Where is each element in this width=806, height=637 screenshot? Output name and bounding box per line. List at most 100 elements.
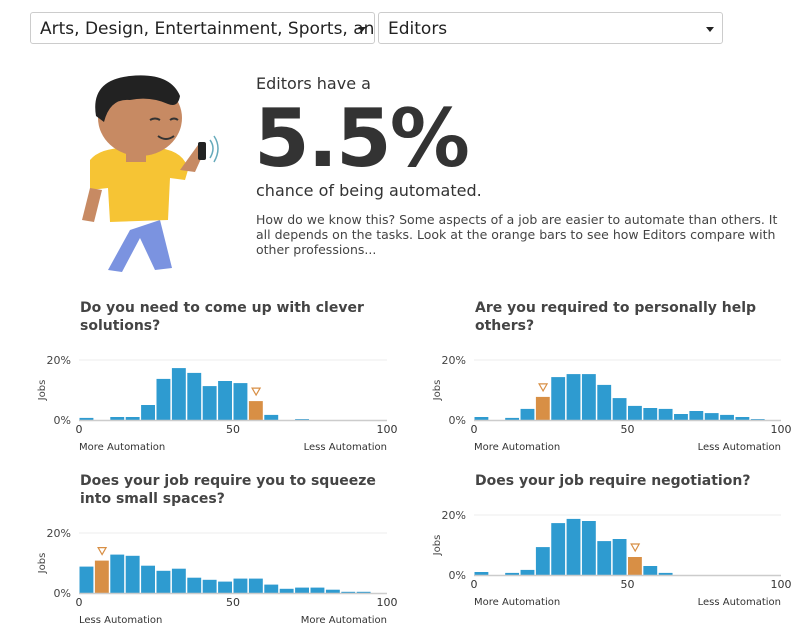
bar (474, 572, 489, 575)
bar (141, 405, 155, 420)
bar (110, 554, 125, 593)
x-tick-label: 0 (471, 578, 478, 591)
bar (612, 398, 627, 420)
y-tick-label: 0% (54, 414, 71, 427)
bar (295, 587, 309, 593)
x-tick-label: 100 (377, 596, 398, 609)
y-tick-label: 20% (442, 354, 466, 367)
chevron-down-icon (706, 27, 714, 32)
bar (233, 383, 248, 420)
x-tick-label: 50 (621, 578, 635, 591)
bar (141, 565, 155, 593)
y-tick-label: 20% (47, 527, 71, 540)
highlight-bar (535, 396, 550, 420)
bar (341, 591, 356, 593)
y-tick-label: 0% (449, 414, 466, 427)
occupation-select[interactable]: Editors (378, 12, 723, 44)
y-tick-label: 20% (442, 509, 466, 522)
y-tick-label: 20% (47, 354, 71, 367)
bar (597, 541, 612, 575)
left-axis-label: Less Automation (79, 615, 162, 626)
category-select[interactable]: Arts, Design, Entertainment, Sports, and… (30, 12, 375, 44)
bar (505, 572, 520, 575)
bar (581, 374, 596, 420)
bar (187, 372, 202, 420)
chart-title: Are you required to personally help othe… (475, 300, 757, 334)
bar (218, 581, 232, 593)
bar (689, 411, 704, 420)
bar (233, 578, 248, 593)
bar (658, 408, 673, 420)
bar (520, 408, 535, 420)
y-axis-label: Jobs (432, 535, 443, 557)
left-axis-label: More Automation (474, 597, 560, 608)
triangle-marker-icon (97, 547, 108, 556)
bar (474, 417, 489, 420)
y-axis-label: Jobs (432, 380, 443, 402)
right-axis-label: Less Automation (698, 442, 781, 453)
y-axis-label: Jobs (37, 380, 48, 402)
x-tick-label: 0 (76, 423, 83, 436)
bar (356, 591, 371, 593)
bar (264, 414, 279, 420)
headline-intro: Editors have a (256, 74, 371, 93)
automation-percent: 5.5% (254, 92, 470, 185)
bar (735, 417, 750, 420)
bar (248, 578, 263, 593)
occupation-value: Editors (388, 19, 448, 39)
bar (505, 417, 520, 420)
bar (720, 414, 734, 420)
triangle-marker-icon (251, 387, 262, 397)
bar (535, 547, 550, 575)
chevron-down-icon (358, 27, 366, 32)
x-tick-label: 100 (771, 423, 792, 436)
bar (110, 417, 125, 420)
highlight-bar (248, 401, 263, 420)
chart-title: Does your job require you to squeeze int… (80, 473, 376, 507)
right-axis-label: Less Automation (304, 442, 387, 453)
bar (581, 521, 596, 575)
bar (704, 413, 719, 420)
y-tick-label: 0% (449, 569, 466, 582)
bar (202, 579, 217, 593)
highlight-bar (94, 560, 109, 593)
x-tick-label: 100 (771, 578, 792, 591)
bar (597, 384, 612, 420)
category-value: Arts, Design, Entertainment, Sports, and… (40, 19, 375, 39)
right-axis-label: More Automation (301, 615, 387, 626)
bar (658, 572, 673, 575)
highlight-bar (628, 557, 642, 575)
bar (125, 417, 140, 420)
left-axis-label: More Automation (79, 442, 165, 453)
bar (156, 570, 171, 593)
bar (202, 386, 217, 420)
bar (520, 569, 535, 575)
bar (628, 405, 642, 420)
x-tick-label: 50 (621, 423, 635, 436)
bar (750, 419, 765, 420)
chart-title: Does your job require negotiation? (475, 473, 751, 489)
bar (612, 539, 627, 575)
bar (325, 589, 340, 593)
bar (551, 377, 566, 420)
bar (551, 523, 566, 575)
bar (264, 584, 279, 593)
person-on-phone-illustration (82, 75, 219, 272)
bar (295, 419, 309, 420)
x-tick-label: 50 (226, 596, 240, 609)
bar (566, 518, 581, 575)
headline-outro: chance of being automated. (256, 181, 482, 200)
right-axis-label: Less Automation (698, 597, 781, 608)
bar (643, 408, 658, 420)
bar (279, 588, 294, 593)
x-tick-label: 100 (377, 423, 398, 436)
bar (79, 417, 94, 420)
bar (218, 381, 232, 420)
triangle-marker-icon (630, 543, 641, 553)
bar (643, 566, 658, 575)
description: How do we know this? Some aspects of a j… (256, 212, 778, 257)
bar (156, 378, 171, 420)
y-tick-label: 0% (54, 587, 71, 600)
x-tick-label: 0 (471, 423, 478, 436)
